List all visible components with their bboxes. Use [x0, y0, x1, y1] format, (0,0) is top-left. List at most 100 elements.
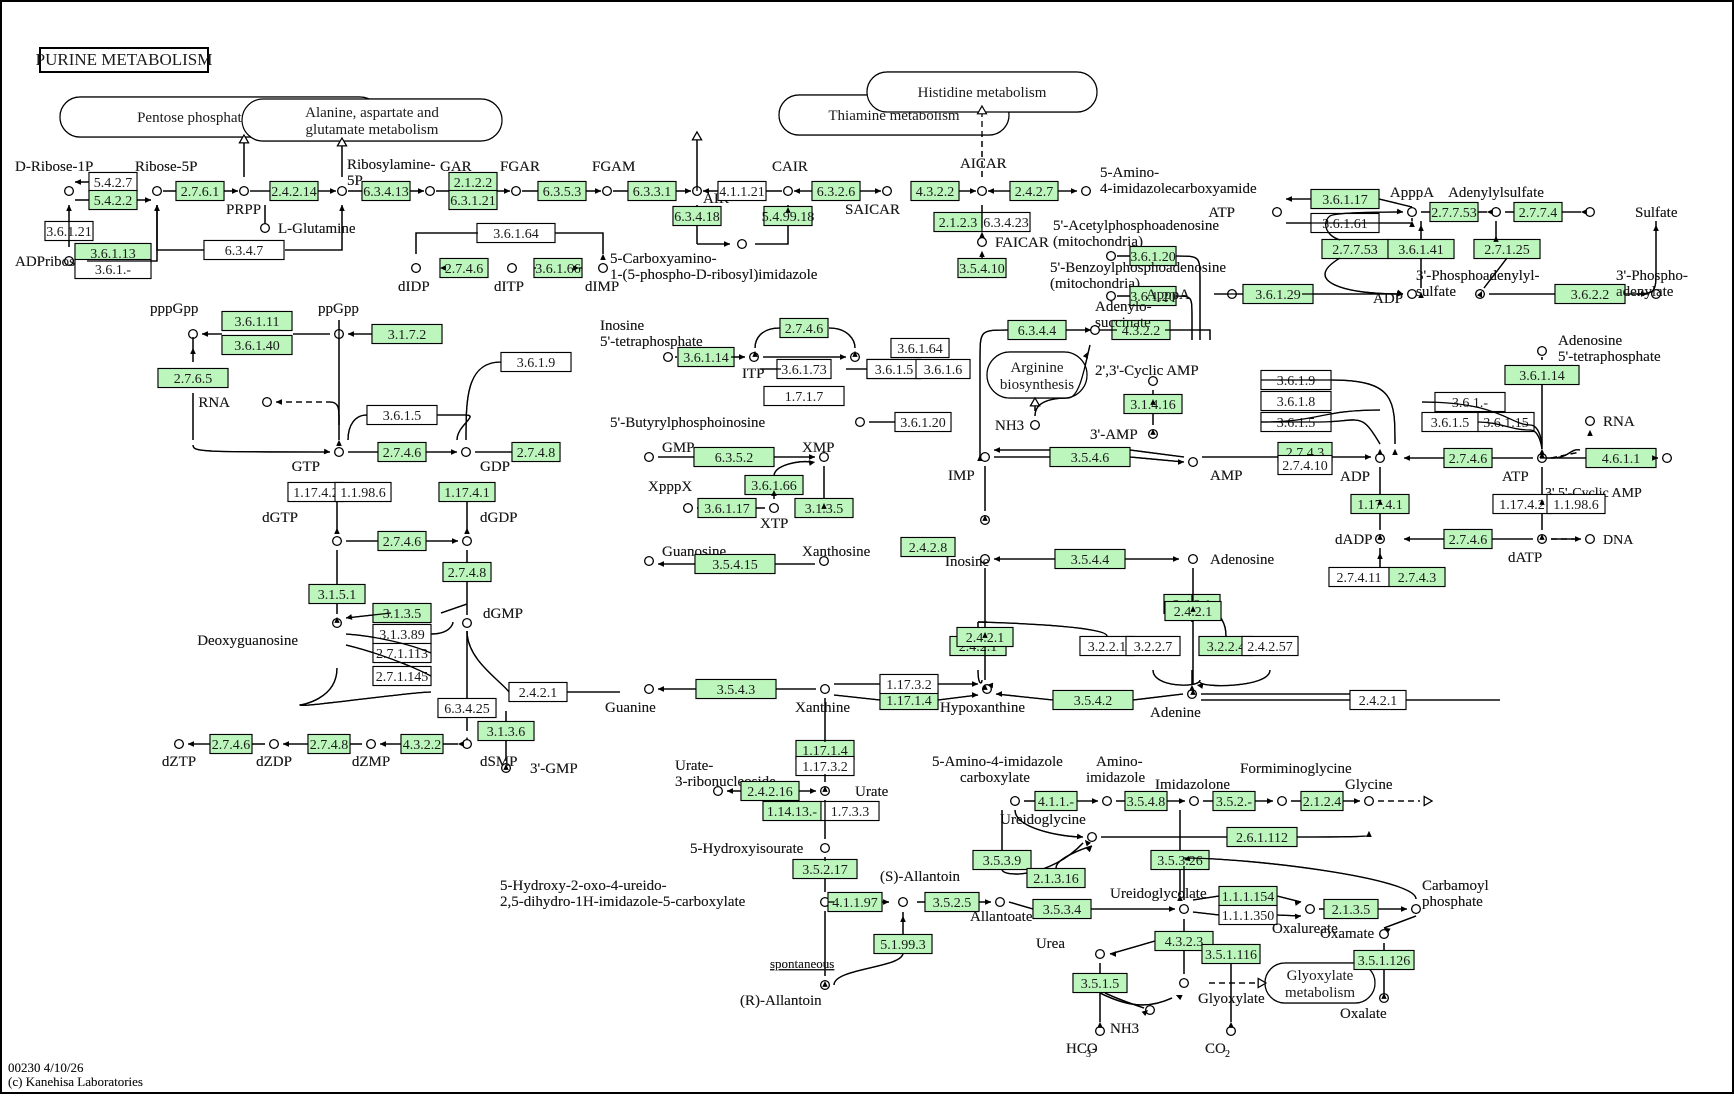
- svg-text:PURINE METABOLISM: PURINE METABOLISM: [36, 50, 213, 69]
- svg-text:XMP: XMP: [802, 440, 835, 456]
- svg-text:Xanthine: Xanthine: [795, 700, 850, 716]
- svg-text:3.6.1.64: 3.6.1.64: [493, 227, 539, 242]
- svg-text:Adenine: Adenine: [1150, 705, 1201, 721]
- svg-text:Guanine: Guanine: [605, 700, 656, 716]
- svg-text:3.6.1.5: 3.6.1.5: [1431, 416, 1470, 431]
- svg-text:glutamate metabolism: glutamate metabolism: [306, 122, 439, 138]
- svg-text:4.1.1.21: 4.1.1.21: [719, 185, 765, 200]
- svg-text:5'-tetraphosphate: 5'-tetraphosphate: [1558, 349, 1661, 365]
- svg-text:3.2.2.4: 3.2.2.4: [1207, 640, 1246, 655]
- svg-text:Oxamate: Oxamate: [1320, 926, 1374, 942]
- svg-text:dIDP: dIDP: [398, 279, 430, 295]
- svg-text:5-Hydroxy-2-oxo-4-ureido-: 5-Hydroxy-2-oxo-4-ureido-: [500, 878, 667, 894]
- svg-text:1.17.4.2: 1.17.4.2: [1499, 498, 1545, 513]
- svg-text:3.5.2.5: 3.5.2.5: [933, 896, 972, 911]
- svg-text:Adenosine: Adenosine: [1558, 333, 1622, 349]
- svg-text:3.1.3.6: 3.1.3.6: [487, 725, 526, 740]
- svg-text:1.1.98.6: 1.1.98.6: [1553, 498, 1599, 513]
- svg-text:dATP: dATP: [1508, 550, 1542, 566]
- svg-text:dADP: dADP: [1335, 532, 1373, 548]
- svg-text:Urate: Urate: [855, 784, 889, 800]
- svg-text:6.3.5.3: 6.3.5.3: [543, 185, 582, 200]
- svg-text:ADP: ADP: [1340, 469, 1370, 485]
- svg-text:5P: 5P: [347, 173, 363, 189]
- svg-text:2',3'-Cyclic AMP: 2',3'-Cyclic AMP: [1095, 363, 1199, 379]
- svg-text:1.14.13.-: 1.14.13.-: [767, 805, 818, 820]
- svg-text:(S)-Allantoin: (S)-Allantoin: [880, 869, 960, 885]
- svg-text:2.7.4.3: 2.7.4.3: [1398, 571, 1437, 586]
- svg-text:3.5.4.6: 3.5.4.6: [1071, 451, 1110, 466]
- svg-text:6.3.2.6: 6.3.2.6: [817, 185, 856, 200]
- svg-text:dGTP: dGTP: [262, 510, 298, 526]
- svg-text:dZTP: dZTP: [162, 754, 196, 770]
- svg-text:dZMP: dZMP: [352, 754, 390, 770]
- svg-text:3.5.4.8: 3.5.4.8: [1127, 795, 1166, 810]
- svg-text:dIMP: dIMP: [585, 279, 619, 295]
- svg-text:3.6.1.11: 3.6.1.11: [235, 315, 280, 330]
- svg-text:3.5.1.116: 3.5.1.116: [1205, 948, 1257, 963]
- svg-text:Histidine metabolism: Histidine metabolism: [918, 85, 1047, 101]
- svg-text:Arginine: Arginine: [1010, 360, 1063, 376]
- svg-text:2.7.4.8: 2.7.4.8: [448, 566, 487, 581]
- svg-text:dGDP: dGDP: [480, 510, 518, 526]
- svg-text:3.6.1.61: 3.6.1.61: [1322, 217, 1368, 232]
- svg-text:3.5.3.26: 3.5.3.26: [1157, 854, 1203, 869]
- svg-text:1.1.1.154: 1.1.1.154: [1222, 890, 1275, 905]
- svg-text:Carbamoyl: Carbamoyl: [1422, 878, 1489, 894]
- svg-text:2.7.1.25: 2.7.1.25: [1484, 243, 1530, 258]
- svg-text:3.6.1.17: 3.6.1.17: [704, 502, 750, 517]
- svg-text:6.3.4.4: 6.3.4.4: [1018, 324, 1057, 339]
- svg-text:DNA: DNA: [1603, 533, 1634, 548]
- svg-text:6.3.4.25: 6.3.4.25: [444, 702, 490, 717]
- svg-text:GDP: GDP: [480, 459, 510, 475]
- svg-text:adenylate: adenylate: [1616, 284, 1674, 300]
- svg-text:ApppA: ApppA: [1146, 287, 1190, 303]
- svg-text:3.6.1.8: 3.6.1.8: [1277, 395, 1316, 410]
- svg-text:2.4.2.16: 2.4.2.16: [747, 785, 793, 800]
- svg-text:1.17.1.4: 1.17.1.4: [886, 694, 932, 709]
- svg-text:5.4.2.7: 5.4.2.7: [94, 176, 133, 191]
- svg-text:1.1.98.6: 1.1.98.6: [340, 486, 386, 501]
- svg-text:-: -: [1092, 1041, 1097, 1057]
- svg-text:2.7.4.11: 2.7.4.11: [1337, 571, 1382, 586]
- svg-text:GTP: GTP: [292, 459, 320, 475]
- svg-text:(mitochondria): (mitochondria): [1050, 276, 1140, 292]
- svg-text:Amino-: Amino-: [1096, 754, 1143, 770]
- svg-text:Ureidoglycine: Ureidoglycine: [1000, 812, 1086, 828]
- svg-text:(R)-Allantoin: (R)-Allantoin: [740, 993, 822, 1009]
- svg-text:3.6.1.9: 3.6.1.9: [517, 356, 556, 371]
- svg-text:FGAM: FGAM: [592, 159, 635, 175]
- svg-text:2.7.7.53: 2.7.7.53: [1431, 206, 1477, 221]
- svg-text:ATP: ATP: [1502, 469, 1529, 485]
- svg-text:2.7.6.5: 2.7.6.5: [174, 372, 213, 387]
- svg-text:2.1.2.2: 2.1.2.2: [454, 176, 493, 191]
- svg-text:2.4.2.1: 2.4.2.1: [1359, 694, 1398, 709]
- svg-text:3.6.1.6: 3.6.1.6: [924, 363, 963, 378]
- svg-text:3.6.1.5: 3.6.1.5: [383, 409, 422, 424]
- svg-text:RNA: RNA: [1603, 414, 1635, 430]
- svg-text:biosynthesis: biosynthesis: [1000, 377, 1074, 393]
- svg-text:3.2.2.1: 3.2.2.1: [1088, 640, 1127, 655]
- svg-text:4.3.2.2: 4.3.2.2: [403, 738, 442, 753]
- svg-text:5.4.2.2: 5.4.2.2: [94, 194, 133, 209]
- svg-text:3.6.1.9: 3.6.1.9: [1277, 374, 1316, 389]
- svg-text:4.6.1.1: 4.6.1.1: [1602, 452, 1641, 467]
- svg-text:5-Carboxyamino-: 5-Carboxyamino-: [610, 251, 717, 267]
- svg-text:dZDP: dZDP: [256, 754, 292, 770]
- svg-text:3.6.1.20: 3.6.1.20: [900, 416, 946, 431]
- svg-text:2.7.1.145: 2.7.1.145: [376, 670, 429, 685]
- svg-text:3'-Phosphoadenylyl-: 3'-Phosphoadenylyl-: [1416, 268, 1540, 284]
- svg-text:Formiminoglycine: Formiminoglycine: [1240, 761, 1352, 777]
- svg-text:2.7.4.6: 2.7.4.6: [1449, 533, 1488, 548]
- svg-text:Sulfate: Sulfate: [1635, 205, 1678, 221]
- svg-text:2.7.4.10: 2.7.4.10: [1282, 459, 1328, 474]
- svg-text:6.3.4.13: 6.3.4.13: [363, 185, 409, 200]
- svg-text:carboxylate: carboxylate: [960, 770, 1030, 786]
- svg-text:4.3.2.3: 4.3.2.3: [1165, 935, 1204, 950]
- svg-text:3.6.1.14: 3.6.1.14: [683, 351, 729, 366]
- svg-text:5-Amino-: 5-Amino-: [1100, 165, 1159, 181]
- svg-text:3.1.3.89: 3.1.3.89: [379, 628, 425, 643]
- svg-text:metabolism: metabolism: [1285, 985, 1355, 1001]
- svg-text:3.2.2.7: 3.2.2.7: [1134, 640, 1173, 655]
- svg-text:XpppX: XpppX: [648, 479, 692, 495]
